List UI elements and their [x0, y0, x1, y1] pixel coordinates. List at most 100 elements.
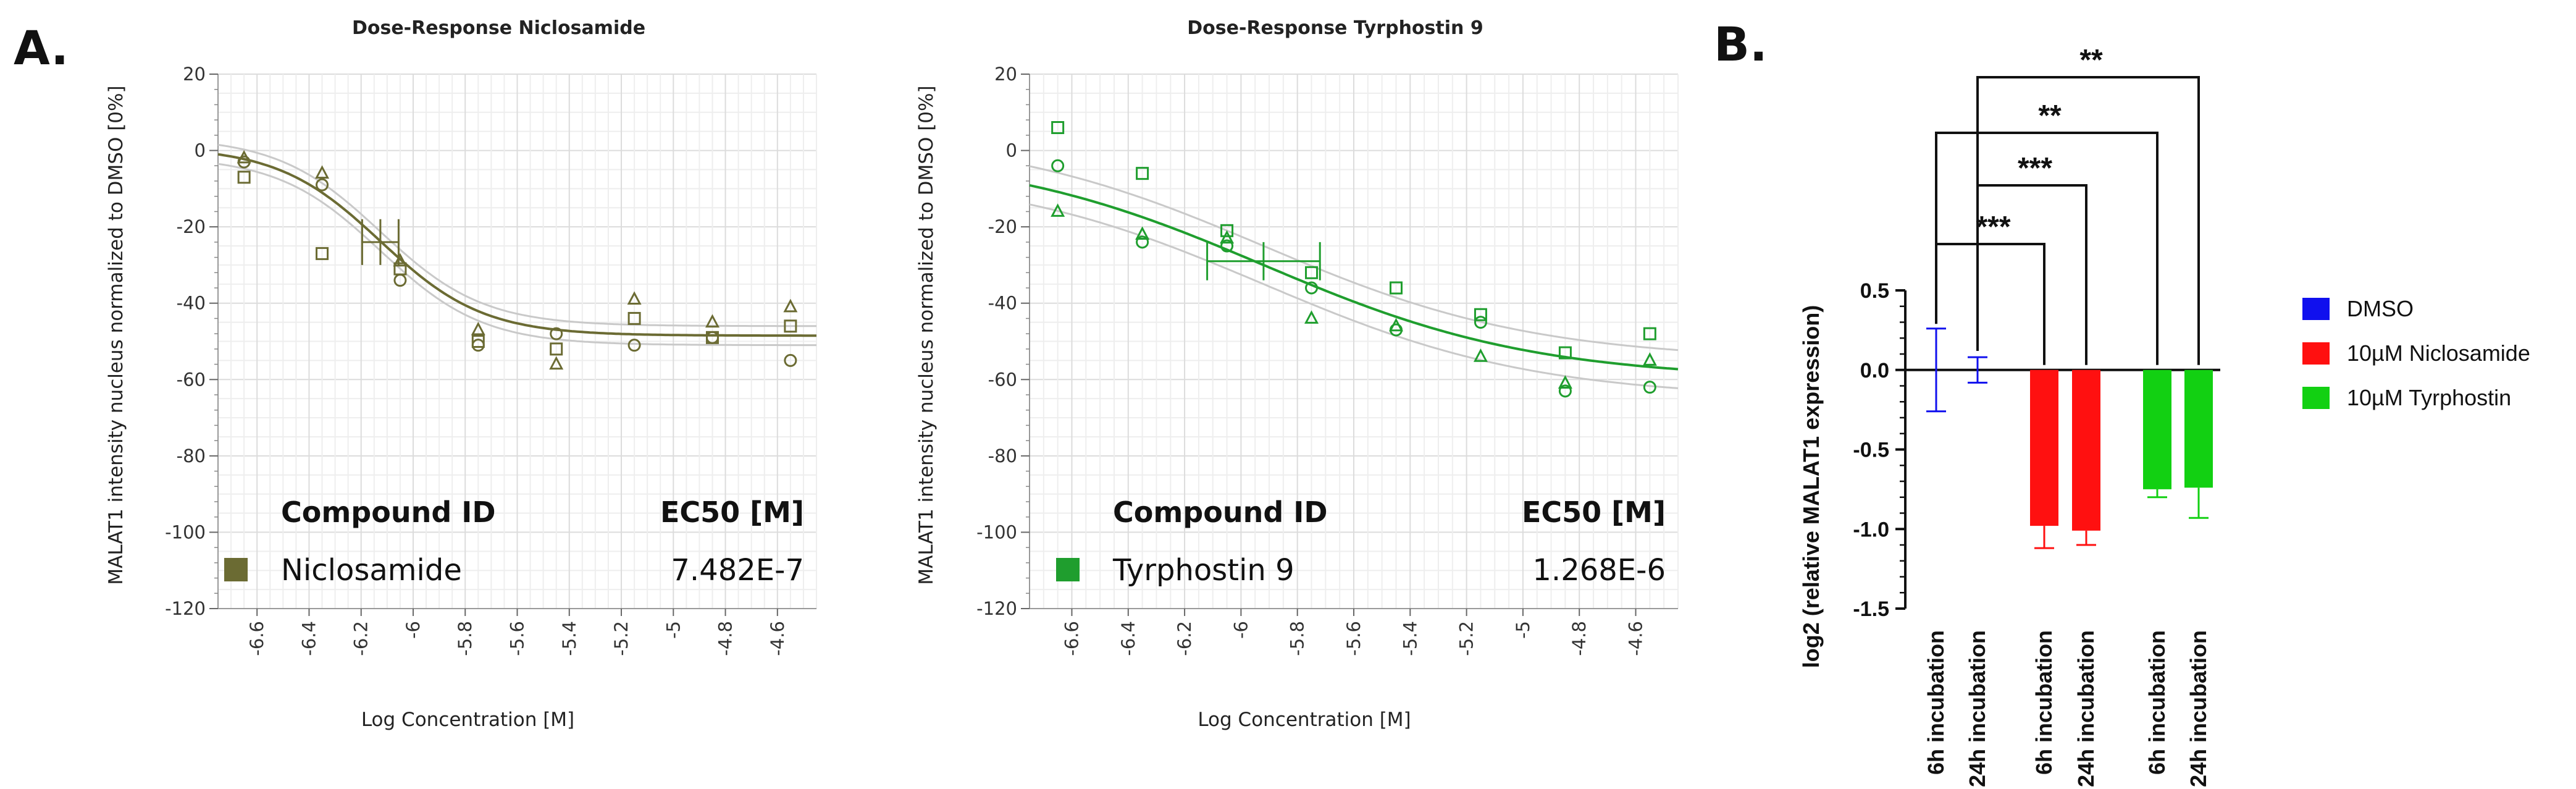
- significance-bracket: [1935, 132, 2159, 365]
- data-point-square: [627, 311, 641, 325]
- legend-label: DMSO: [2347, 296, 2414, 321]
- x-tick-label: -5.8: [455, 621, 476, 656]
- data-point-square: [550, 342, 563, 356]
- x-tick-label: -6.6: [1061, 621, 1082, 656]
- x-category-label: 24h incubation: [2073, 630, 2099, 787]
- data-point-circle: [1474, 316, 1487, 329]
- data-point-triangle: [1642, 352, 1657, 366]
- data-point-square: [1474, 308, 1487, 321]
- data-point-triangle: [1388, 318, 1403, 332]
- data-point-square: [1389, 281, 1403, 295]
- legend-compound-name: Tyrphostin 9: [1112, 553, 1294, 588]
- legend-swatch: [2302, 387, 2330, 409]
- x-tick-label: -6.4: [298, 621, 319, 656]
- data-point-triangle: [1304, 310, 1319, 324]
- significance-bracket: [1935, 243, 2045, 365]
- malat1-expression-bar-chart: 0.5 0.0 -0.5 -1.0 -1.5 log2 (relative MALAT1 …: [1798, 44, 2530, 787]
- y-axis-label: MALAT1 intensity nucleus normalized to D…: [915, 85, 938, 584]
- legend-swatch: [2302, 298, 2330, 320]
- chart-title: Dose-Response Tyrphostin 9: [1187, 17, 1483, 39]
- y-tick-label: -60: [988, 369, 1017, 390]
- x-category-label: 6h incubation: [2031, 630, 2057, 775]
- y-tick-label: 0: [1006, 140, 1017, 161]
- data-point-circle: [784, 353, 797, 367]
- confidence-band-upper: [1029, 165, 1679, 352]
- x-tick-label: -5.4: [559, 621, 580, 656]
- y-axis-label: MALAT1 intensity nucleus normalized to D…: [105, 85, 127, 584]
- legend-header-compound: Compound ID: [281, 496, 496, 529]
- bar: [2030, 369, 2058, 526]
- x-category-label: 6h incubation: [2144, 630, 2170, 775]
- data-point-circle: [316, 178, 329, 192]
- data-point-triangle: [471, 321, 485, 335]
- data-point-square: [1136, 167, 1149, 180]
- data-point-square: [1558, 346, 1572, 360]
- legend-header-ec50: EC50 [M]: [1522, 496, 1666, 529]
- data-point-triangle: [1220, 230, 1235, 244]
- data-point-triangle: [1051, 203, 1065, 217]
- y-tick-label: -0.5: [1853, 439, 1889, 462]
- significance-label: ***: [2018, 152, 2052, 185]
- data-point-square: [1051, 121, 1065, 134]
- y-tick-label: -20: [988, 216, 1017, 237]
- data-point-triangle: [1473, 348, 1488, 362]
- legend-label: 10µM Tyrphostin: [2347, 385, 2511, 410]
- y-tick-label: -80: [988, 445, 1017, 466]
- y-tick-label: -40: [177, 293, 206, 314]
- y-tick-label: -100: [976, 521, 1017, 542]
- x-tick-label: -5: [1512, 621, 1533, 639]
- significance-label: ***: [1976, 211, 2010, 243]
- y-tick-label: -60: [177, 369, 206, 390]
- data-point-triangle: [549, 356, 564, 370]
- x-tick-label: -4.6: [1626, 621, 1647, 656]
- x-category-label: 24h incubation: [1965, 630, 1990, 787]
- y-tick-label: -1.5: [1853, 597, 1889, 621]
- data-point-triangle: [237, 150, 251, 164]
- data-point-circle: [627, 339, 641, 352]
- y-tick-label: -1.0: [1853, 518, 1889, 541]
- legend-header-compound: Compound ID: [1113, 496, 1328, 529]
- x-tick-label: -4.6: [767, 621, 788, 656]
- x-axis-label: Log Concentration [M]: [361, 709, 574, 731]
- y-tick-label: -100: [165, 521, 206, 542]
- x-tick-label: -5.2: [1456, 621, 1477, 656]
- y-tick-label: 20: [183, 64, 206, 85]
- y-tick-label: -40: [988, 293, 1017, 314]
- y-tick-label: 0.0: [1860, 359, 1889, 382]
- y-tick-label: 20: [994, 64, 1017, 85]
- data-point-square: [1305, 266, 1319, 279]
- y-tick-label: -120: [165, 598, 206, 619]
- chart-title: Dose-Response Niclosamide: [352, 17, 645, 39]
- legend-header-ec50: EC50 [M]: [660, 496, 804, 529]
- x-tick-label: -5: [663, 621, 684, 639]
- data-point-circle: [1558, 384, 1572, 398]
- legend-ec50-value: 7.482E-7: [671, 553, 804, 588]
- confidence-band-lower: [1029, 203, 1679, 389]
- tyrphostin-dose-response-chart: 20 0 -20 -40 -60 -80 -100 -120 -6.6 -6.4 -6.2 -6 -5.…: [915, 17, 1679, 731]
- data-point-triangle: [783, 298, 798, 313]
- y-tick-label: -20: [177, 216, 206, 237]
- data-point-circle: [1643, 381, 1656, 394]
- data-point-square: [393, 262, 407, 276]
- data-point-triangle: [1135, 226, 1150, 240]
- data-point-circle: [1051, 159, 1065, 172]
- data-point-square: [705, 331, 719, 344]
- data-point-triangle: [1558, 375, 1572, 389]
- data-point-circle: [550, 327, 563, 340]
- data-point-square: [237, 171, 251, 184]
- confidence-band-lower: [217, 162, 816, 347]
- significance-bracket: [1976, 76, 2200, 365]
- data-point-triangle: [705, 314, 720, 328]
- x-category-label: 6h incubation: [1923, 630, 1949, 775]
- data-point-triangle: [627, 291, 642, 305]
- x-tick-label: -6: [403, 621, 424, 639]
- x-tick-label: -6.6: [246, 621, 267, 656]
- y-tick-label: -80: [177, 445, 206, 466]
- x-tick-label: -6.2: [1174, 621, 1195, 656]
- x-tick-label: -4.8: [715, 621, 736, 656]
- x-tick-label: -6: [1230, 621, 1251, 639]
- data-point-square: [784, 319, 797, 333]
- significance-label: **: [2038, 99, 2062, 132]
- y-axis-label: log2 (relative MALAT1 expression): [1798, 305, 1824, 668]
- x-tick-label: -6.4: [1118, 621, 1139, 656]
